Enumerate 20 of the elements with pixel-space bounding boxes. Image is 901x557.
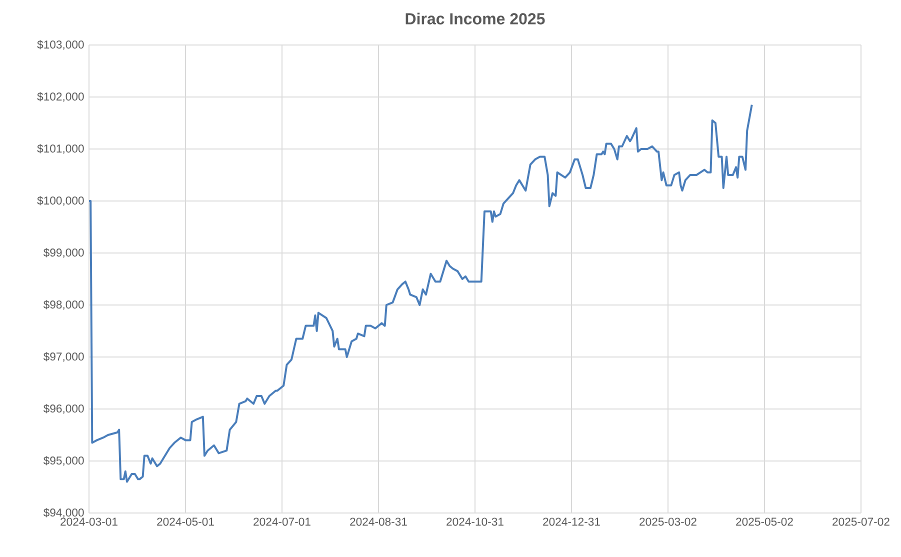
x-tick-label: 2024-10-31 (446, 518, 504, 526)
y-tick-label: $103,000 (37, 40, 84, 50)
y-tick-label: $98,000 (43, 300, 84, 310)
y-tick-label: $95,000 (43, 456, 84, 466)
x-tick-label: 2025-03-02 (640, 518, 696, 526)
x-tick-label: 2024-03-01 (60, 518, 118, 526)
y-tick-label: $102,000 (37, 92, 84, 102)
x-tick-label: 2025-07-02 (832, 518, 890, 526)
x-tick-label: 2024-07-01 (254, 518, 310, 526)
y-tick-label: $96,000 (43, 404, 84, 414)
y-tick-label: $100,000 (37, 196, 84, 206)
x-tick-label: 2024-05-01 (157, 518, 214, 526)
chart-title: Dirac Income 2025 (406, 12, 545, 24)
x-tick-label: 2024-12-31 (543, 518, 600, 526)
x-tick-label: 2025-05-02 (736, 518, 793, 526)
y-tick-label: $94,000 (43, 508, 84, 518)
y-tick-label: $97,000 (43, 352, 84, 362)
x-tick-label: 2024-08-31 (350, 518, 407, 526)
y-tick-label: $101,000 (37, 144, 84, 154)
y-tick-label: $99,000 (43, 248, 84, 258)
